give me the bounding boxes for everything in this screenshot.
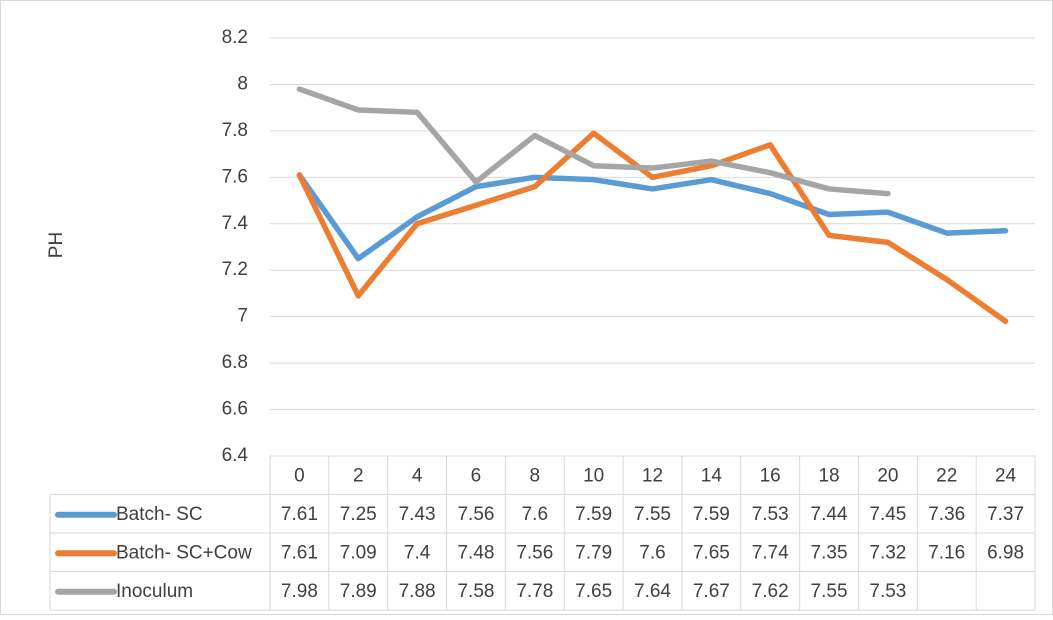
- x-tick-label: 22: [936, 465, 957, 486]
- x-tick-label: 10: [583, 465, 604, 486]
- table-cell: 7.61: [281, 542, 318, 563]
- table-cell: 7.48: [457, 542, 494, 563]
- table-cell: 7.35: [811, 542, 848, 563]
- table-cell: 7.78: [516, 581, 553, 602]
- series-line: [296, 172, 1009, 262]
- x-tick-label: 18: [818, 465, 839, 486]
- table-cell: 7.64: [634, 581, 671, 602]
- table-cell: 7.45: [869, 504, 906, 525]
- table-cell: 7.56: [516, 542, 553, 563]
- legend-label: Inoculum: [116, 581, 193, 602]
- table-cell: 7.6: [639, 542, 665, 563]
- table-cell: 7.88: [399, 581, 436, 602]
- legend-label: Batch- SC+Cow: [116, 542, 252, 563]
- table-cell: 7.65: [575, 581, 612, 602]
- legend-label: Batch- SC: [116, 504, 203, 525]
- y-tick-label: 6.8: [222, 352, 248, 373]
- series-line: [296, 130, 1009, 325]
- table-cell: 7.98: [281, 581, 318, 602]
- x-tick-label: 20: [877, 465, 898, 486]
- table-cell: 7.37: [987, 504, 1024, 525]
- table-cell: 7.36: [928, 504, 965, 525]
- x-tick-label: 12: [642, 465, 663, 486]
- series-line: [296, 86, 891, 197]
- table-cell: 7.53: [869, 581, 906, 602]
- table-cell: 7.4: [404, 542, 431, 563]
- table-cell: 7.25: [340, 504, 377, 525]
- table-cell: 7.74: [752, 542, 789, 563]
- y-tick-label: 6.4: [222, 445, 249, 466]
- y-tick-label: 8.2: [222, 27, 248, 48]
- x-tick-label: 8: [530, 465, 541, 486]
- table-cell: 7.89: [340, 581, 377, 602]
- y-tick-label: 7.2: [222, 259, 248, 280]
- table-cell: 7.32: [869, 542, 906, 563]
- y-tick-label: 6.6: [222, 399, 248, 420]
- table-cell: 7.58: [457, 581, 494, 602]
- y-tick-label: 8: [237, 73, 248, 94]
- x-tick-label: 2: [353, 465, 364, 486]
- table-cell: 7.09: [340, 542, 377, 563]
- x-tick-label: 16: [760, 465, 781, 486]
- x-tick-label: 6: [471, 465, 482, 486]
- x-tick-label: 14: [701, 465, 723, 486]
- x-tick-label: 4: [412, 465, 423, 486]
- table-cell: 7.16: [928, 542, 965, 563]
- table-cell: 7.55: [811, 581, 848, 602]
- table-cell: 7.44: [811, 504, 848, 525]
- table-cell: 7.43: [399, 504, 436, 525]
- y-tick-label: 7.6: [222, 166, 248, 187]
- table-cell: 7.53: [752, 504, 789, 525]
- table-cell: 7.59: [575, 504, 612, 525]
- x-tick-label: 0: [294, 465, 305, 486]
- x-tick-label: 24: [995, 465, 1017, 486]
- table-cell: 7.62: [752, 581, 789, 602]
- y-axis-title: PH: [46, 232, 67, 258]
- table-cell: 6.98: [987, 542, 1024, 563]
- table-cell: 7.67: [693, 581, 730, 602]
- y-tick-label: 7.4: [222, 213, 249, 234]
- y-tick-label: 7.8: [222, 120, 248, 141]
- table-cell: 7.61: [281, 504, 318, 525]
- y-tick-label: 7: [237, 306, 248, 327]
- table-cell: 7.56: [457, 504, 494, 525]
- table-cell: 7.6: [522, 504, 548, 525]
- table-cell: 7.65: [693, 542, 730, 563]
- table-cell: 7.55: [634, 504, 671, 525]
- table-cell: 7.59: [693, 504, 730, 525]
- table-cell: 7.79: [575, 542, 612, 563]
